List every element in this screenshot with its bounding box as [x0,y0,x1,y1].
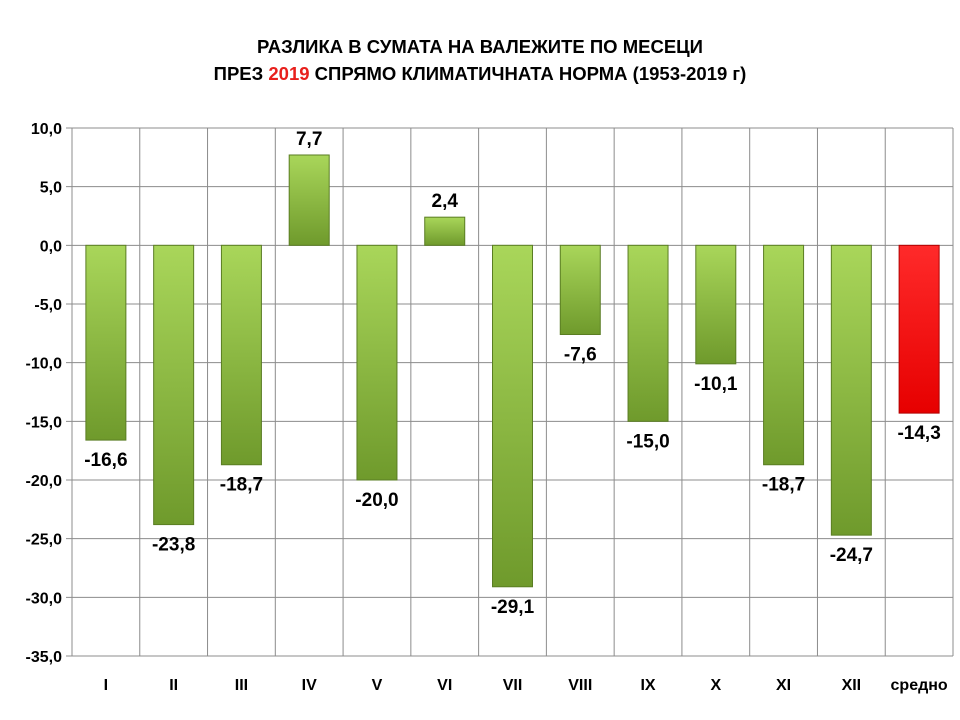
chart-title-prefix: ПРЕЗ [213,63,269,84]
x-tick-label: II [169,677,178,694]
y-tick-label: -5,0 [34,297,62,314]
data-label: -7,6 [564,345,597,366]
bar [85,244,127,441]
data-label: -18,7 [220,475,263,496]
chart-title-suffix: СПРЯМО КЛИМАТИЧНАТА НОРМА (1953-2019 г) [309,63,747,84]
x-tick-label: XI [776,677,791,694]
data-label: 2,4 [432,191,459,212]
data-label: -15,0 [626,431,669,452]
x-tick-label: VIII [568,677,592,694]
label-layer: 10,0 5,0 0,0 -5,0 -10,0 -15,0 -20,0 -25,0 -30,0 -… [26,121,948,694]
bar [356,244,398,481]
y-tick-label: -25,0 [26,532,63,549]
x-tick-label: IV [302,677,317,694]
data-label: -23,8 [152,535,195,556]
data-label: -24,7 [830,545,873,566]
bar [492,244,533,588]
y-tick-label: -30,0 [26,590,63,607]
data-label: -29,1 [491,597,535,618]
chart-title: РАЗЛИКА В СУМАТА НА ВАЛЕЖИТЕ ПО МЕСЕЦИ П… [0,33,960,87]
x-tick-label: средно [891,677,948,694]
x-tick-label: IX [640,677,655,694]
bar [288,154,330,246]
x-tick-label: X [710,677,721,694]
bar [424,216,466,246]
y-tick-label: -35,0 [26,649,63,666]
data-label: -14,3 [897,423,940,444]
x-tick-label: I [104,677,108,694]
bar [830,244,872,536]
x-tick-label: VI [437,677,452,694]
data-label: -16,6 [84,450,127,471]
bar [695,244,737,365]
y-tick-label: -15,0 [26,414,63,431]
x-tick-label: III [235,677,248,694]
y-tick-label: 5,0 [40,180,62,197]
bar [898,244,940,414]
data-label: -18,7 [762,475,805,496]
x-tick-label: VII [503,677,523,694]
bar [763,244,805,466]
bar-layer [85,154,940,588]
x-tick-label: XII [842,677,862,694]
bar [627,244,669,422]
bar [153,244,195,526]
data-label: 7,7 [296,129,322,150]
data-label: -20,0 [355,490,398,511]
y-tick-label: 10,0 [31,121,62,138]
bar [220,244,262,466]
chart-title-year: 2019 [268,63,310,84]
chart-title-line-2: ПРЕЗ 2019 СПРЯМО КЛИМАТИЧНАТА НОРМА (195… [0,60,960,87]
x-tick-label: V [372,677,383,694]
bar [559,244,601,336]
y-tick-label: 0,0 [40,238,62,255]
data-label: -10,1 [694,374,738,395]
chart-title-line-1: РАЗЛИКА В СУМАТА НА ВАЛЕЖИТЕ ПО МЕСЕЦИ [257,36,703,57]
y-tick-label: -10,0 [26,356,63,373]
y-tick-label: -20,0 [26,473,63,490]
